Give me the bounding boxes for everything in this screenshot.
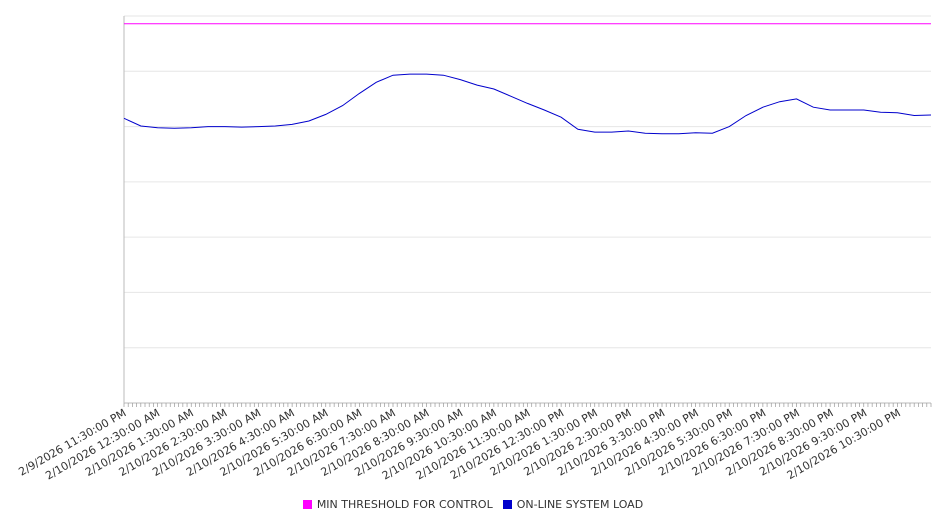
axes bbox=[123, 16, 932, 407]
gridlines bbox=[124, 15, 931, 349]
legend-label-system-load: ON-LINE SYSTEM LOAD bbox=[516, 498, 644, 511]
legend-swatch-system-load bbox=[502, 500, 512, 509]
x-tick-labels: 2/9/2026 11:30:00 PM2/10/2026 12:30:00 A… bbox=[16, 406, 903, 482]
legend-label-threshold: MIN THRESHOLD FOR CONTROL bbox=[316, 498, 493, 511]
series-lines bbox=[123, 23, 932, 135]
legend: MIN THRESHOLD FOR CONTROL ON-LINE SYSTEM… bbox=[0, 498, 946, 511]
legend-item-system-load[interactable]: ON-LINE SYSTEM LOAD bbox=[502, 498, 644, 511]
legend-item-threshold[interactable]: MIN THRESHOLD FOR CONTROL bbox=[302, 498, 493, 511]
system-load-series-line[interactable] bbox=[123, 73, 932, 135]
legend-swatch-threshold bbox=[302, 500, 312, 509]
